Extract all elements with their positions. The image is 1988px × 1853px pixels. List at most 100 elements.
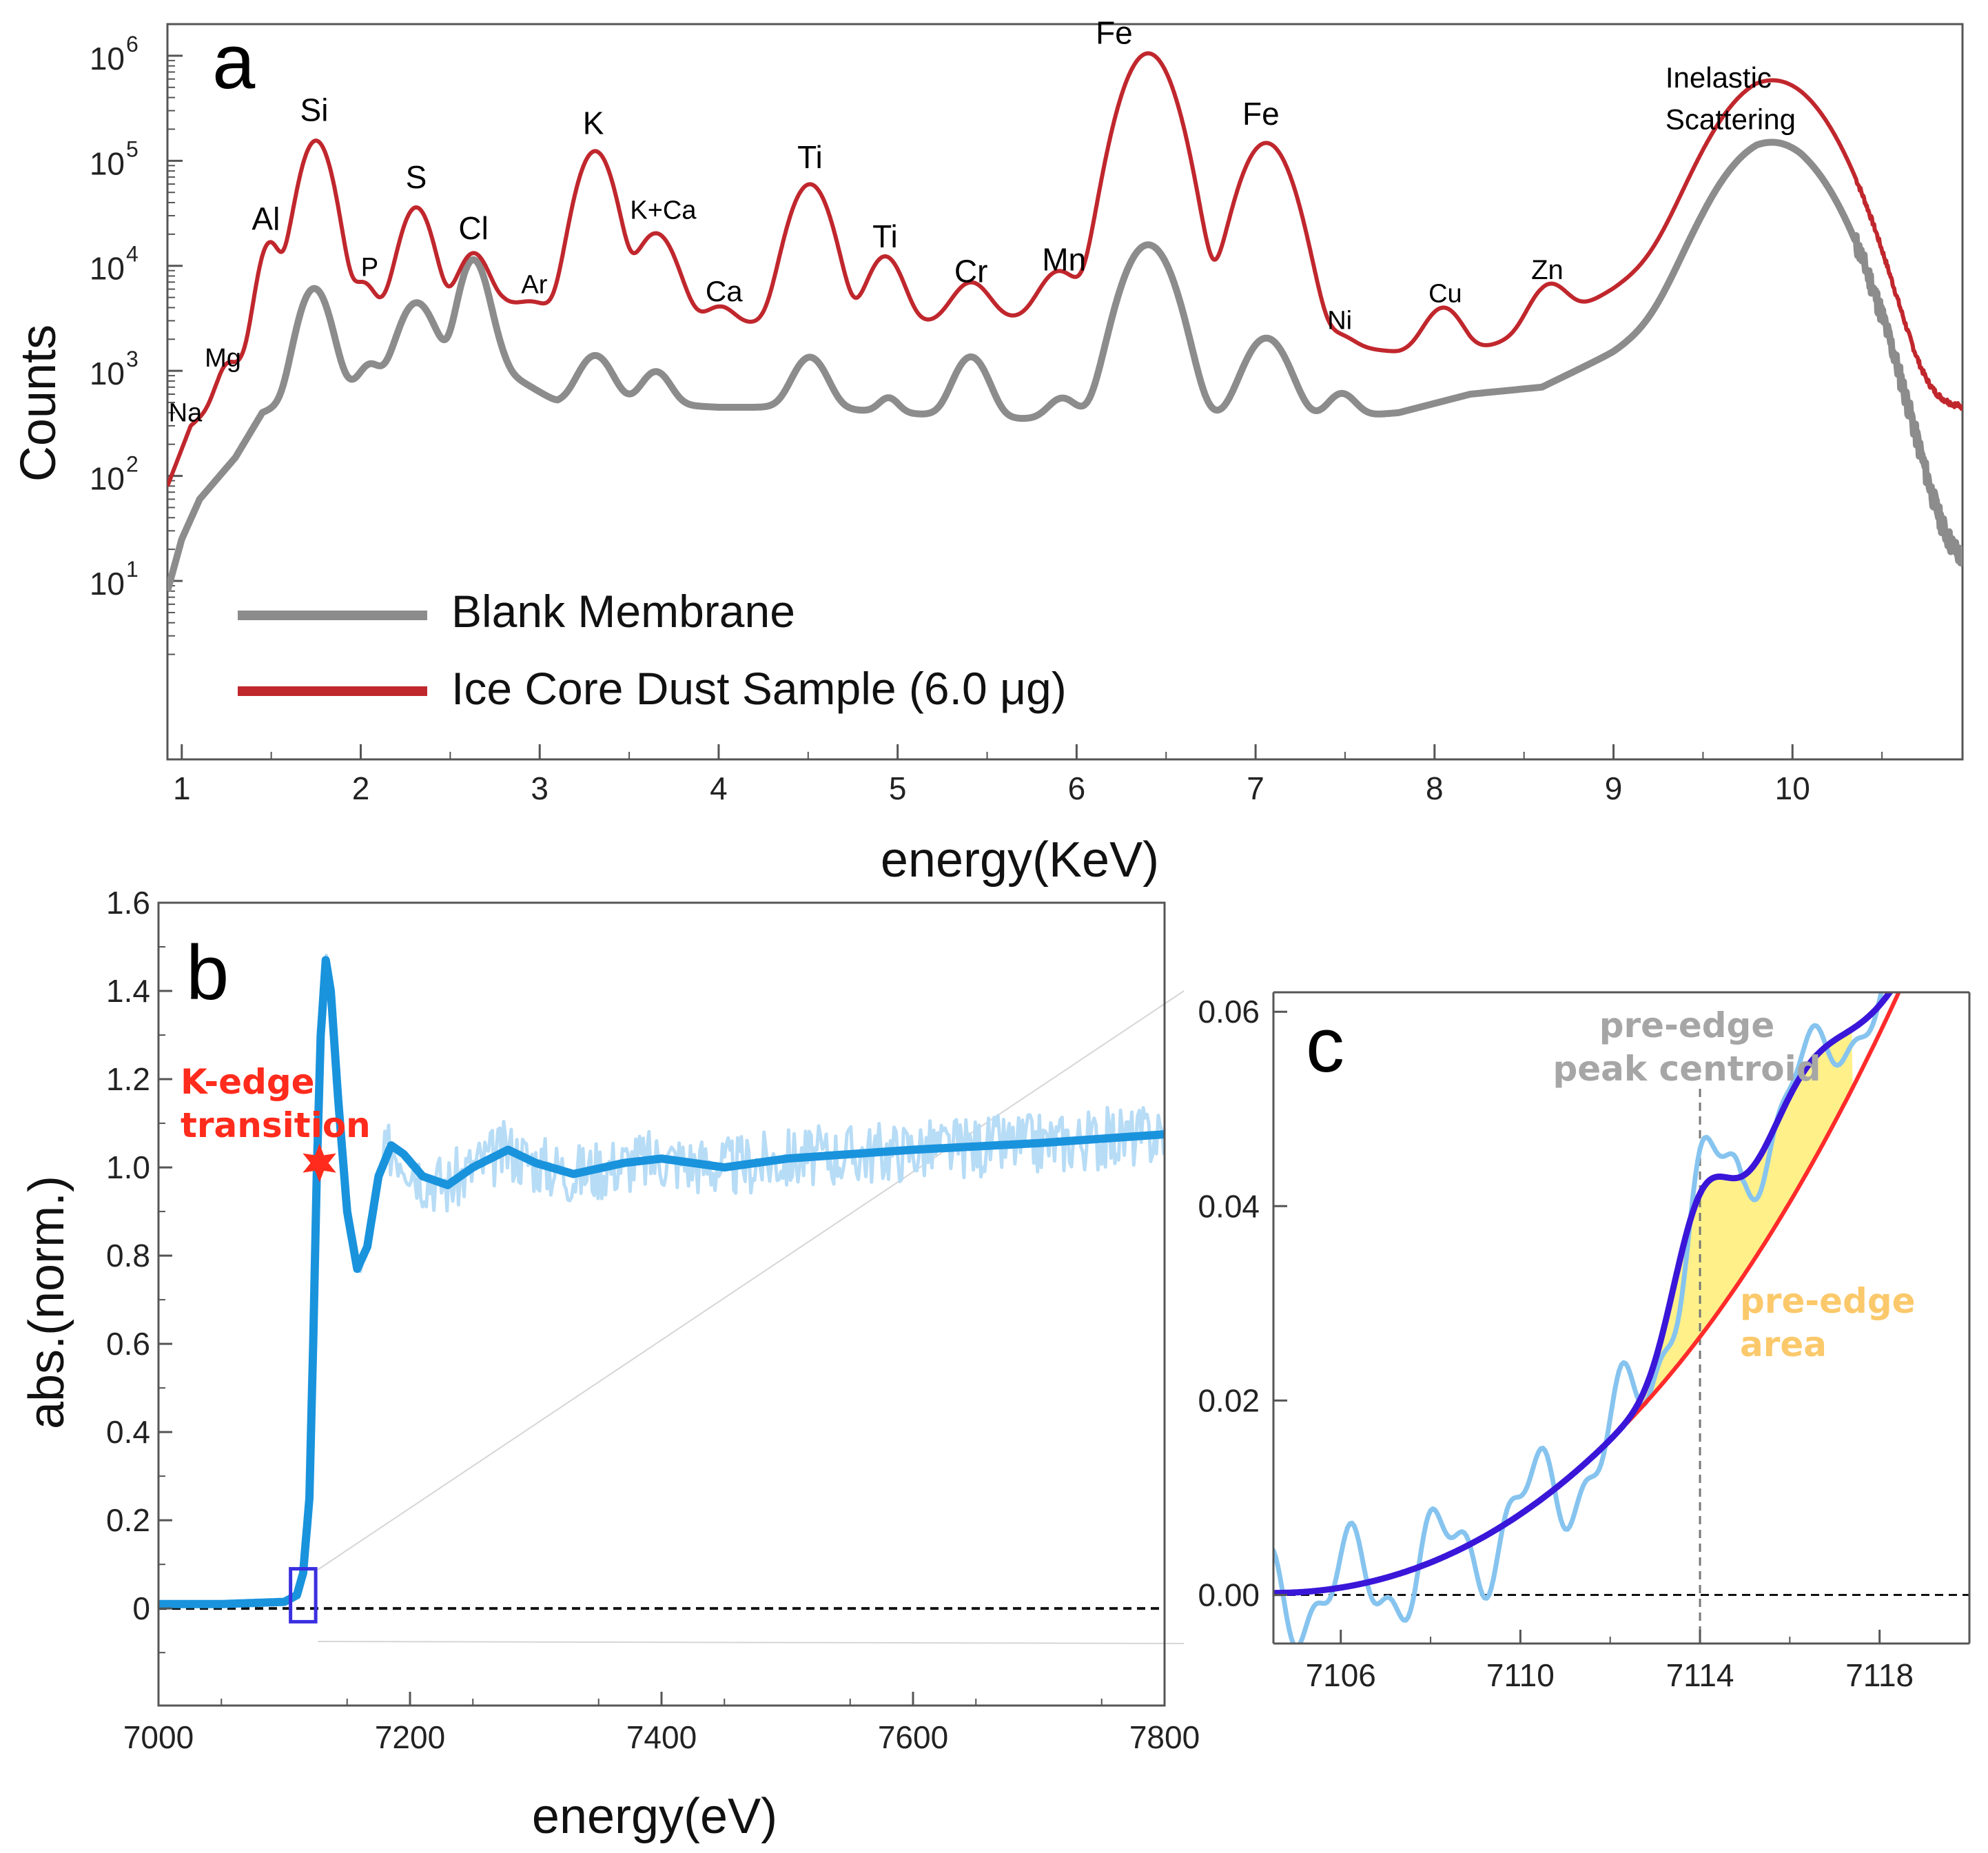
- a-ytick-exponent: 4: [126, 242, 139, 267]
- a-ytick-label: 10: [90, 41, 125, 76]
- c-xtick-label: 7114: [1666, 1657, 1734, 1693]
- a-xtick-label: 4: [710, 770, 728, 806]
- element-label: Ca: [706, 275, 743, 307]
- element-label: Ar: [521, 270, 547, 299]
- element-label: Ti: [872, 218, 898, 254]
- c-ytick-label: 0.02: [1198, 1382, 1260, 1418]
- a-ytick-exponent: 3: [126, 347, 139, 371]
- b-ytick-label: 0.8: [106, 1238, 150, 1273]
- c-ytick-label: 0.06: [1198, 994, 1260, 1030]
- panel-b-x-ticks: 7000 7200 7400 7600 7800: [123, 1692, 1200, 1755]
- a-xtick-label: 9: [1605, 770, 1623, 806]
- element-label: K+Ca: [630, 196, 697, 225]
- b-ytick-label: 1.2: [106, 1061, 150, 1097]
- element-label: S: [406, 159, 427, 195]
- panel-c: 0.00 0.02 0.04 0.06 7106 7110 7114 7118 c pre-…: [1198, 991, 1971, 1693]
- panel-c-background-line: [1273, 992, 1901, 1595]
- blank-membrane-line: [167, 139, 1963, 593]
- a-ytick-exponent: 5: [126, 136, 139, 161]
- b-ytick-label: 0.6: [106, 1326, 150, 1362]
- a-xtick-label: 1: [173, 770, 191, 806]
- panel-c-raw-data: [1273, 992, 1884, 1644]
- b-ytick-label: 0.2: [106, 1502, 150, 1538]
- c-ytick-label: 0.00: [1198, 1577, 1260, 1613]
- ice-core-sample-line: [167, 51, 1963, 487]
- a-xtick-label: 2: [352, 770, 370, 806]
- element-label: Ti: [797, 139, 823, 175]
- element-label: Fe: [1096, 15, 1133, 51]
- k-edge-star-marker: [303, 1143, 336, 1183]
- a-ytick-label: 10: [90, 461, 125, 497]
- panel-b-y-ticks: 0 0.2 0.4 0.6 0.8 1.0 1.2 1.4 1.6: [106, 885, 172, 1654]
- zoom-connector-top: [317, 990, 1185, 1570]
- a-xtick-label: 8: [1426, 770, 1444, 806]
- panel-a-ylabel: Counts: [11, 325, 66, 482]
- element-label: Mn: [1042, 242, 1086, 278]
- panel-b-zoom-box: [289, 1567, 318, 1624]
- c-xtick-label: 7118: [1845, 1657, 1914, 1693]
- centroid-label-line2: peak centroid: [1553, 1049, 1821, 1089]
- b-xtick-label: 7200: [375, 1719, 445, 1755]
- b-ytick-label: 1.4: [106, 973, 150, 1009]
- a-ytick-label: 10: [90, 566, 125, 602]
- area-label-line1: pre-edge: [1740, 1281, 1916, 1321]
- panel-a-frame: [166, 23, 1964, 761]
- element-label: Al: [252, 201, 280, 237]
- b-xtick-label: 7600: [878, 1719, 948, 1755]
- a-ytick-exponent: 6: [126, 32, 139, 57]
- element-label: Cu: [1428, 280, 1462, 309]
- c-ytick-label: 0.04: [1198, 1188, 1260, 1224]
- a-ytick-exponent: 1: [126, 557, 139, 582]
- area-label-line2: area: [1740, 1324, 1827, 1364]
- legend-label-sample: Ice Core Dust Sample (6.0 μg): [451, 663, 1067, 714]
- panel-a-xlabel: energy(KeV): [881, 832, 1159, 888]
- panel-b-ylabel: abs.(norm.): [19, 1176, 74, 1429]
- a-ytick-label: 10: [90, 251, 125, 287]
- b-ytick-label: 0.4: [106, 1414, 150, 1450]
- panel-a-x-ticks: 1 2 3 4 5 6 7 8 9 10: [173, 744, 1883, 806]
- panel-c-y-ticks: 0.00 0.02 0.04 0.06: [1198, 994, 1287, 1613]
- element-label: Na: [169, 399, 203, 428]
- b-xtick-label: 7400: [626, 1719, 697, 1755]
- c-xtick-label: 7106: [1306, 1657, 1376, 1693]
- a-xtick-label: 10: [1775, 770, 1810, 806]
- element-label: Ni: [1327, 307, 1352, 336]
- element-label: Cr: [954, 253, 988, 289]
- element-label: Cl: [458, 210, 488, 246]
- k-edge-label-line1: K-edge: [181, 1062, 315, 1102]
- a-xtick-label: 6: [1068, 770, 1086, 806]
- legend-label-blank: Blank Membrane: [451, 586, 795, 637]
- a-xtick-label: 3: [531, 770, 549, 806]
- a-ytick-label: 10: [90, 145, 125, 181]
- k-edge-label-line2: transition: [181, 1105, 371, 1145]
- centroid-label-line1: pre-edge: [1599, 1005, 1775, 1045]
- element-label: P: [361, 254, 378, 283]
- b-xtick-label: 7000: [123, 1719, 194, 1755]
- element-label: Fe: [1242, 96, 1280, 132]
- panel-b-frame: [157, 901, 1166, 1707]
- panel-b-smoothed-line: [158, 956, 1165, 1608]
- panel-c-letter: c: [1306, 1002, 1344, 1088]
- a-xtick-label: 5: [889, 770, 907, 806]
- panel-a-legend: Blank Membrane Ice Core Dust Sample (6.0…: [238, 586, 1067, 714]
- panel-b-xlabel: energy(eV): [532, 1789, 777, 1844]
- a-xtick-label: 7: [1247, 770, 1264, 806]
- b-ytick-label: 1.6: [106, 885, 150, 921]
- element-label: Si: [300, 92, 329, 127]
- pre-edge-area-fill: [1628, 1029, 1853, 1421]
- element-label: Scattering: [1666, 103, 1796, 135]
- panel-a-letter: a: [212, 19, 256, 105]
- a-ytick-label: 10: [90, 356, 125, 391]
- element-label: K: [583, 105, 604, 141]
- panel-c-fit-line: [1273, 992, 1894, 1597]
- c-xtick-label: 7110: [1486, 1657, 1555, 1693]
- zoom-connector-bottom: [317, 1641, 1185, 1644]
- b-xtick-label: 7800: [1129, 1719, 1200, 1755]
- element-label: Zn: [1531, 255, 1564, 285]
- b-ytick-label: 1.0: [106, 1149, 150, 1185]
- b-ytick-label: 0: [132, 1590, 150, 1626]
